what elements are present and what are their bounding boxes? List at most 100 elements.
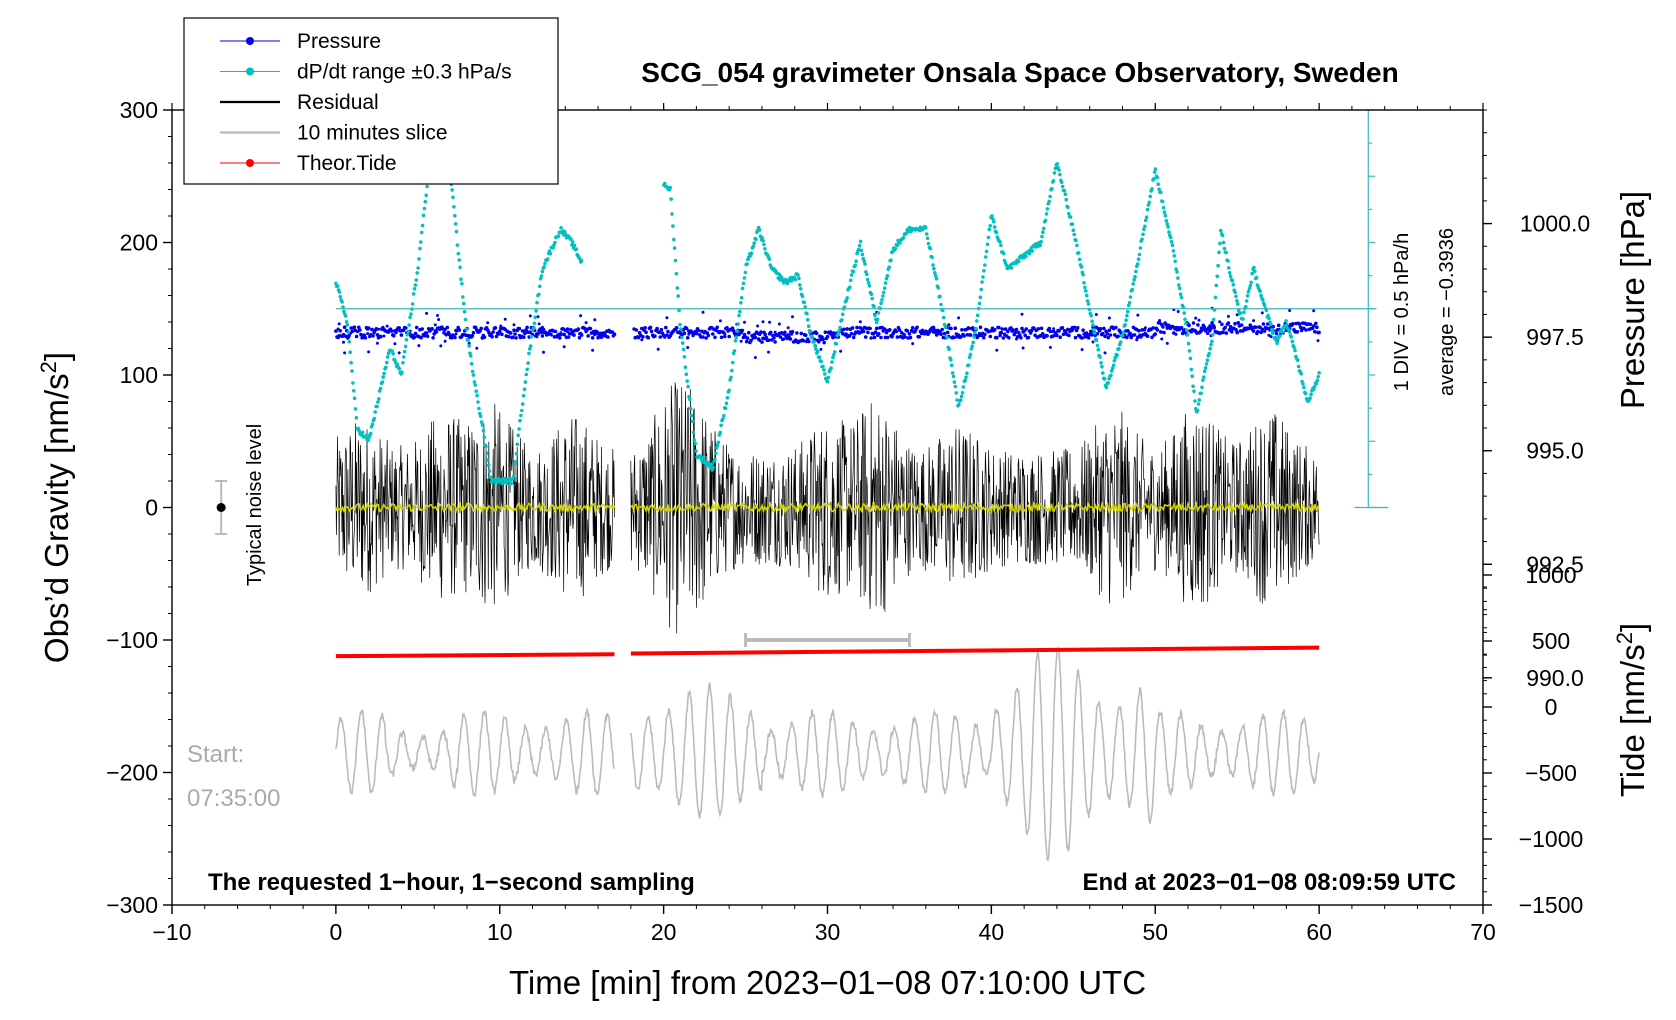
dpdt-point: [1262, 303, 1267, 308]
pressure-point: [766, 338, 771, 343]
dpdt-point: [1084, 289, 1088, 293]
dpdt-point: [1210, 339, 1214, 344]
dpdt-point: [1052, 171, 1057, 175]
pressure-point: [479, 326, 484, 331]
dpdt-point: [1047, 199, 1051, 204]
noise-level-label: Typical noise level: [244, 424, 266, 586]
dpdt-point: [959, 394, 964, 399]
pressure-point: [653, 334, 657, 338]
dpdt-point: [739, 301, 743, 305]
pressure-point: [968, 333, 973, 337]
tide-tick-label: 500: [1532, 628, 1570, 654]
pressure-point: [874, 326, 879, 331]
pressure-point: [453, 335, 457, 340]
pressure-point: [593, 318, 597, 322]
dpdt-point: [1287, 330, 1292, 334]
dpdt-point: [832, 353, 836, 357]
pressure-point: [562, 345, 566, 349]
dpdt-point: [933, 273, 938, 278]
dpdt-point: [416, 266, 420, 270]
pressure-point: [637, 330, 642, 335]
legend-label: Residual: [297, 91, 379, 114]
dpdt-point: [1150, 187, 1154, 191]
pressure-point: [767, 350, 770, 354]
slice-line: [335, 645, 1320, 862]
pressure-point: [420, 327, 425, 331]
pressure-point: [1067, 333, 1071, 338]
dpdt-point: [419, 230, 424, 235]
dpdt-point: [964, 375, 968, 380]
pressure-point: [1262, 329, 1267, 333]
pressure-point: [536, 332, 540, 336]
legend-item: dP/dt range ±0.3 hPa/s: [220, 61, 512, 84]
pressure-tick-label: 997.5: [1526, 324, 1584, 350]
dpdt-point: [1077, 257, 1082, 262]
dpdt-point: [1280, 330, 1285, 334]
dpdt-point: [408, 315, 412, 320]
pressure-point: [1314, 321, 1318, 326]
y-tick-label: −100: [106, 627, 158, 653]
pressure-point: [1155, 328, 1160, 332]
tide-axis-title-sup: 2: [1612, 632, 1637, 644]
pressure-point: [1151, 326, 1155, 330]
dpdt-point: [694, 449, 698, 453]
dpdt-point: [404, 338, 409, 342]
dpdt-point: [1126, 303, 1131, 308]
pressure-point: [858, 320, 862, 324]
pressure-point: [512, 323, 516, 327]
pressure-point: [747, 330, 751, 335]
dpdt-point: [345, 323, 350, 327]
dpdt-point: [467, 344, 471, 348]
dpdt-point: [928, 246, 933, 251]
pressure-point: [807, 339, 811, 344]
pressure-point: [512, 328, 516, 333]
pressure-point: [727, 334, 731, 339]
x-tick-label: 40: [979, 919, 1005, 945]
pressure-point: [1316, 339, 1320, 343]
pressure-point: [1297, 322, 1302, 326]
pressure-point: [549, 332, 553, 337]
dpdt-point: [1177, 286, 1182, 291]
dpdt-point: [537, 292, 541, 297]
pressure-point: [744, 339, 749, 344]
dpdt-point: [998, 240, 1002, 244]
dpdt-point: [955, 398, 959, 402]
pressure-point: [1143, 326, 1147, 330]
pressure-point: [1226, 314, 1230, 318]
dpdt-point: [1075, 243, 1079, 248]
dpdt-point: [1228, 274, 1233, 279]
dpdt-point: [1141, 232, 1145, 237]
pressure-point: [749, 338, 753, 343]
pressure-point: [523, 331, 527, 336]
dpdt-point: [1214, 283, 1219, 288]
pressure-point: [612, 332, 617, 337]
dpdt-point: [574, 247, 579, 251]
dpdt-point: [460, 281, 464, 286]
pressure-point: [382, 334, 386, 338]
dpdt-point: [763, 247, 767, 251]
dpdt-point: [767, 257, 772, 261]
dpdt-point: [668, 185, 672, 190]
pressure-point: [354, 334, 359, 339]
dpdt-point: [1296, 364, 1301, 369]
pressure-point: [821, 337, 825, 342]
dpdt-point: [478, 414, 483, 419]
pressure-point: [537, 322, 541, 326]
pressure-point: [500, 332, 504, 337]
dpdt-point: [680, 335, 684, 340]
dpdt-point: [1200, 385, 1204, 390]
pressure-point: [514, 336, 518, 340]
dpdt-point: [512, 474, 516, 478]
pressure-point: [768, 330, 773, 335]
pressure-point: [413, 331, 418, 336]
dpdt-point: [798, 287, 803, 291]
pressure-point: [763, 332, 767, 337]
pressure-point: [1011, 328, 1015, 332]
dpdt-point: [1112, 359, 1117, 363]
dpdt-point: [1091, 323, 1095, 327]
pressure-point: [337, 322, 341, 326]
pressure-point: [953, 326, 958, 331]
dpdt-point: [346, 330, 351, 334]
dpdt-point: [713, 457, 717, 462]
dpdt-point: [802, 300, 807, 305]
